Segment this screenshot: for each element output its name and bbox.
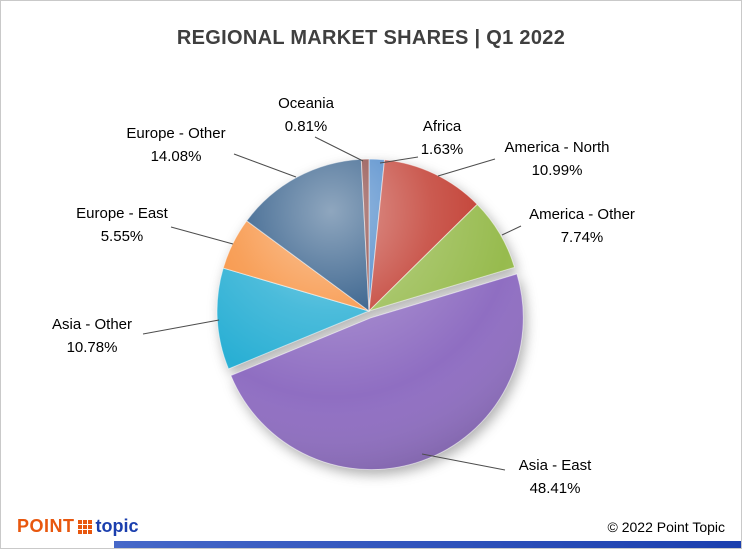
leader-line-africa bbox=[379, 156, 419, 164]
pie-slice-shine-europe-other bbox=[245, 158, 370, 313]
pie-slice-shine-asia-other bbox=[216, 267, 371, 370]
pie-slice-shine-oceania bbox=[360, 158, 370, 312]
chart-title: REGIONAL MARKET SHARES | Q1 2022 bbox=[176, 27, 566, 49]
slice-label-america-north: America - North bbox=[504, 139, 609, 156]
slice-value-asia-other: 10.78% bbox=[67, 339, 118, 356]
copyright-text: © 2022 Point Topic bbox=[607, 519, 725, 535]
pie-labels: Africa 1.63% America - North 10.99% America … bbox=[52, 95, 635, 497]
pie-slice-shine-america-other bbox=[368, 203, 516, 312]
slice-label-africa: Africa bbox=[423, 118, 462, 135]
logo-topic-text: topic bbox=[95, 516, 139, 536]
leader-line-europe-other bbox=[233, 153, 297, 178]
slice-value-europe-other: 14.08% bbox=[151, 148, 202, 165]
logo-dots-icon bbox=[77, 520, 92, 534]
leader-line-asia-other bbox=[142, 319, 220, 335]
pie-slice-shine-asia-east bbox=[230, 273, 524, 471]
leader-line-oceania bbox=[314, 136, 364, 162]
pie-chart: Africa 1.63% America - North 10.99% America … bbox=[52, 95, 635, 497]
leader-line-america-north bbox=[437, 158, 496, 177]
point-topic-logo: POINT topic bbox=[17, 516, 139, 537]
leader-line-europe-east bbox=[170, 226, 234, 245]
leader-line-asia-east bbox=[421, 453, 506, 471]
slice-value-oceania: 0.81% bbox=[285, 118, 328, 135]
slice-value-asia-east: 48.41% bbox=[530, 480, 581, 497]
pie-slices bbox=[216, 158, 524, 471]
slice-value-africa: 1.63% bbox=[421, 141, 464, 158]
slice-label-oceania: Oceania bbox=[278, 95, 335, 112]
slice-value-europe-east: 5.55% bbox=[101, 228, 144, 245]
logo-point-text: POINT bbox=[17, 516, 75, 536]
leader-line-america-other bbox=[501, 225, 522, 236]
slice-value-america-north: 10.99% bbox=[532, 162, 583, 179]
slice-label-europe-east: Europe - East bbox=[76, 205, 169, 222]
pie-slice-shine-america-north bbox=[368, 159, 479, 313]
slice-label-asia-other: Asia - Other bbox=[52, 316, 132, 333]
footer-bar bbox=[114, 541, 741, 548]
slice-label-europe-other: Europe - Other bbox=[126, 125, 225, 142]
slice-label-america-other: America - Other bbox=[529, 206, 635, 223]
slice-label-asia-east: Asia - East bbox=[519, 457, 592, 474]
slice-value-america-other: 7.74% bbox=[561, 229, 604, 246]
